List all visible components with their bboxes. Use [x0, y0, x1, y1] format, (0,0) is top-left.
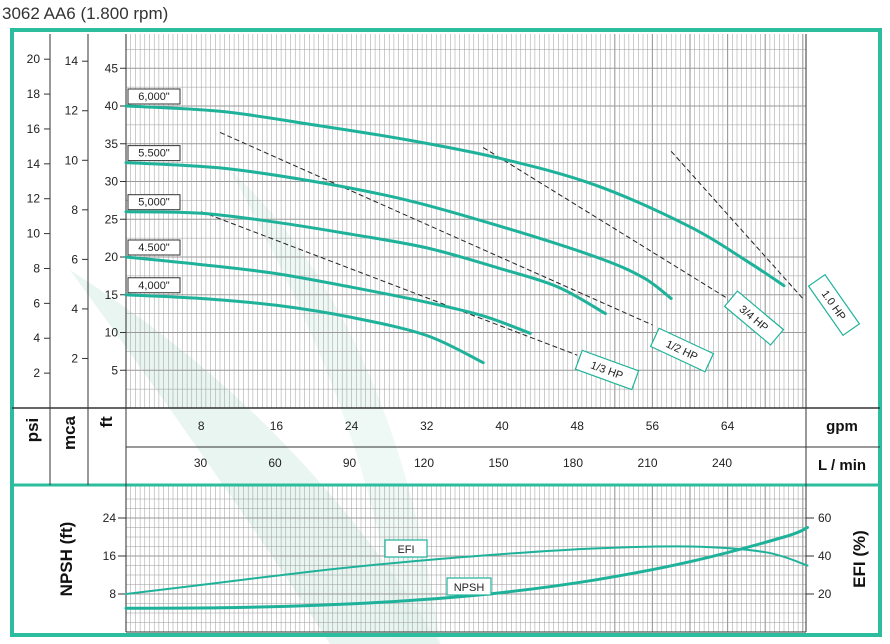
psi-tick-label: 14 — [27, 157, 41, 171]
npsh-curve — [124, 526, 809, 610]
gpm-tick-label: 48 — [571, 419, 585, 433]
impeller-label-box — [127, 88, 181, 105]
hp-label-group: 1/2 HP — [649, 327, 715, 373]
npsh-tick-label: 8 — [109, 587, 116, 601]
npsh-tick-label: 16 — [103, 549, 117, 563]
npsh-axis-label: NPSH (ft) — [57, 522, 76, 597]
ft-tick-label: 45 — [105, 61, 119, 75]
hp-label-group: 1/3 HP — [574, 349, 640, 391]
gpm-tick-label: 56 — [646, 419, 660, 433]
lmin-unit-label: L / min — [818, 457, 866, 474]
psi-tick-label: 18 — [27, 87, 41, 101]
psi-tick-label: 2 — [33, 366, 40, 380]
mca-tick-label: 12 — [65, 104, 79, 118]
lmin-tick-label: 210 — [638, 456, 658, 470]
impeller-curve — [124, 161, 673, 300]
npsh-tick-label: 24 — [103, 511, 117, 525]
hp-label-box — [649, 327, 715, 373]
hp-line — [219, 131, 653, 326]
lmin-tick-label: 150 — [489, 456, 509, 470]
impeller-curve — [124, 104, 786, 288]
gpm-tick-label: 8 — [198, 419, 205, 433]
impeller-label-box — [127, 277, 181, 294]
efi-curve — [125, 545, 809, 595]
outer-frame — [10, 28, 882, 637]
psi-unit-label: psi — [23, 418, 42, 443]
psi-tick-label: 10 — [27, 227, 41, 241]
ft-tick-label: 20 — [105, 250, 119, 264]
hp-label-box — [574, 349, 640, 391]
mca-unit-label: mca — [60, 415, 79, 450]
psi-tick-label: 8 — [33, 261, 40, 275]
mca-tick-label: 8 — [71, 203, 78, 217]
impeller-label: 4,000" — [138, 280, 170, 292]
watermark-swoosh — [70, 270, 440, 644]
efi-curve-label: EFI — [397, 544, 414, 556]
ft-tick-label: 10 — [105, 326, 119, 340]
gpm-tick-label: 64 — [721, 419, 735, 433]
impeller-label: 6,000" — [138, 91, 170, 103]
psi-tick-label: 16 — [27, 122, 41, 136]
gpm-tick-label: 24 — [345, 419, 359, 433]
mca-tick-label: 10 — [65, 153, 79, 167]
psi-tick-label: 12 — [27, 192, 41, 206]
impeller-label-box — [127, 194, 181, 211]
efi-label-box — [384, 539, 428, 558]
gpm-tick-label: 16 — [270, 419, 284, 433]
mca-tick-label: 14 — [65, 54, 79, 68]
npsh-label-box — [446, 577, 492, 596]
impeller-label: 4.500" — [138, 242, 170, 254]
lmin-tick-label: 120 — [414, 456, 434, 470]
impeller-curve — [124, 255, 532, 335]
lmin-tick-label: 60 — [268, 456, 282, 470]
npsh-curve-label: NPSH — [454, 582, 485, 594]
efi-tick-label: 60 — [818, 511, 832, 525]
efi-tick-label: 20 — [818, 587, 832, 601]
psi-tick-label: 6 — [33, 296, 40, 310]
ft-tick-label: 5 — [111, 363, 118, 377]
hp-label-box — [723, 290, 785, 346]
psi-tick-label: 20 — [27, 52, 41, 66]
psi-tick-label: 4 — [33, 331, 40, 345]
ft-unit-label: ft — [97, 416, 116, 428]
ft-tick-label: 40 — [105, 99, 119, 113]
impeller-label: 5,000" — [138, 197, 170, 209]
efi-axis-label: EFI (%) — [850, 530, 869, 588]
impeller-curve — [124, 210, 607, 316]
ft-tick-label: 25 — [105, 212, 119, 226]
gpm-unit-label: gpm — [826, 418, 858, 435]
watermark-swoosh — [230, 170, 440, 644]
gpm-tick-label: 40 — [495, 419, 509, 433]
lmin-tick-label: 30 — [194, 456, 208, 470]
impeller-curve — [124, 293, 485, 365]
ft-tick-label: 30 — [105, 175, 119, 189]
mca-tick-label: 6 — [71, 252, 78, 266]
mca-tick-label: 4 — [71, 302, 78, 316]
ft-tick-label: 15 — [105, 288, 119, 302]
impeller-label: 5.500" — [138, 148, 170, 160]
hp-label-group: 1.0 HP — [807, 273, 861, 337]
hp-line — [670, 150, 804, 299]
hp-line — [201, 211, 578, 356]
mca-tick-label: 2 — [71, 351, 78, 365]
impeller-label-box — [127, 239, 181, 256]
ft-tick-label: 35 — [105, 137, 119, 151]
hp-label-box — [807, 273, 861, 337]
gpm-tick-label: 32 — [420, 419, 434, 433]
chart-title: 3062 AA6 (1.800 rpm) — [2, 4, 169, 23]
impeller-label-box — [127, 145, 181, 162]
lmin-tick-label: 180 — [563, 456, 583, 470]
efi-tick-label: 40 — [818, 549, 832, 563]
lmin-tick-label: 90 — [343, 456, 357, 470]
lmin-tick-label: 240 — [712, 456, 732, 470]
